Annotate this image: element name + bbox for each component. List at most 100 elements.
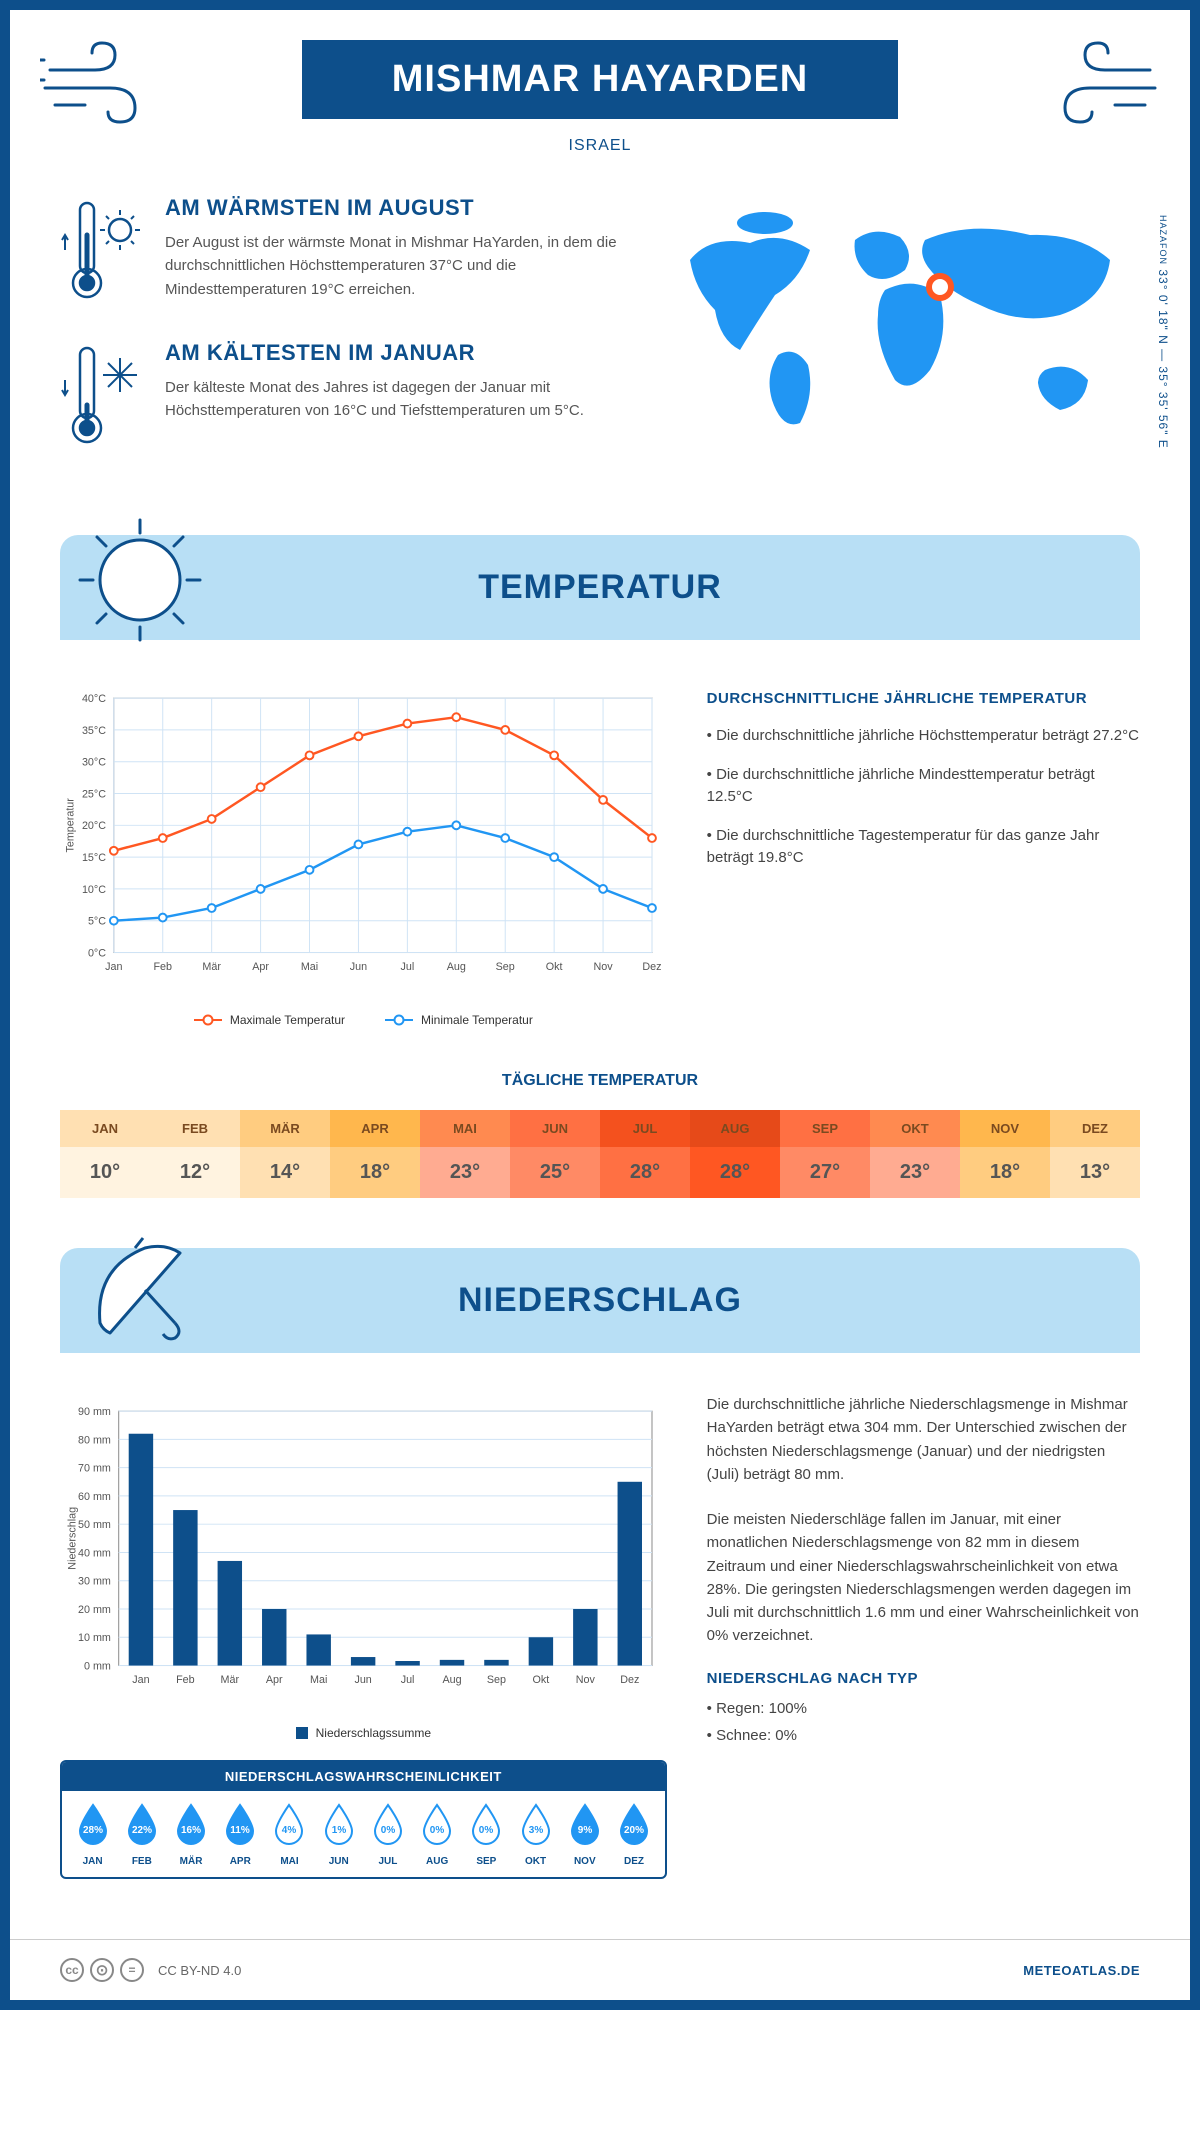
- daily-temp-value: 23°: [870, 1147, 960, 1198]
- nd-icon: =: [120, 1958, 144, 1982]
- license-text: CC BY-ND 4.0: [158, 1963, 241, 1978]
- precipitation-chart: 0 mm10 mm20 mm30 mm40 mm50 mm60 mm70 mm8…: [60, 1393, 667, 1713]
- coldest-title: AM KÄLTESTEN IM JANUAR: [165, 340, 620, 366]
- prob-cell: 0% JUL: [363, 1803, 412, 1867]
- svg-text:0%: 0%: [381, 1825, 396, 1836]
- daily-temp-value: 12°: [150, 1147, 240, 1198]
- prob-cell: 28% JAN: [68, 1803, 117, 1867]
- svg-text:9%: 9%: [578, 1825, 593, 1836]
- by-icon: ⊙: [90, 1958, 114, 1982]
- legend-precip-sum: Niederschlagssumme: [296, 1726, 431, 1740]
- brand-text: METEOATLAS.DE: [1023, 1963, 1140, 1978]
- svg-text:Jun: Jun: [350, 961, 367, 973]
- svg-text:22%: 22%: [132, 1825, 152, 1836]
- raindrop-icon: 4%: [272, 1803, 306, 1845]
- raindrop-icon: 0%: [420, 1803, 454, 1845]
- intro-text-column: AM WÄRMSTEN IM AUGUST Der August ist der…: [60, 195, 620, 485]
- svg-text:80 mm: 80 mm: [78, 1434, 111, 1446]
- daily-month-header: OKT: [870, 1110, 960, 1147]
- warmest-title: AM WÄRMSTEN IM AUGUST: [165, 195, 620, 221]
- svg-text:Mär: Mär: [202, 961, 221, 973]
- svg-text:Sep: Sep: [487, 1674, 506, 1686]
- svg-text:Sep: Sep: [496, 961, 515, 973]
- umbrella-icon: [75, 1228, 205, 1358]
- warmest-block: AM WÄRMSTEN IM AUGUST Der August ist der…: [60, 195, 620, 305]
- wind-icon-left: [40, 40, 150, 130]
- daily-month-header: JUN: [510, 1110, 600, 1147]
- svg-text:Jul: Jul: [401, 1674, 415, 1686]
- prob-cell: 11% APR: [216, 1803, 265, 1867]
- temperature-body: 0°C5°C10°C15°C20°C25°C30°C35°C40°CJanFeb…: [60, 640, 1140, 1047]
- svg-text:Temperatur: Temperatur: [65, 798, 77, 853]
- svg-text:1%: 1%: [331, 1825, 346, 1836]
- prob-month-label: JUN: [314, 1856, 363, 1867]
- daily-month-header: AUG: [690, 1110, 780, 1147]
- svg-text:90 mm: 90 mm: [78, 1406, 111, 1418]
- svg-text:Jan: Jan: [105, 961, 122, 973]
- legend-max-label: Maximale Temperatur: [230, 1013, 345, 1027]
- daily-month-header: DEZ: [1050, 1110, 1140, 1147]
- raindrop-icon: 16%: [174, 1803, 208, 1845]
- temperature-legend: Maximale Temperatur Minimale Temperatur: [60, 1013, 667, 1027]
- legend-min-label: Minimale Temperatur: [421, 1013, 533, 1027]
- svg-text:Mai: Mai: [310, 1674, 327, 1686]
- raindrop-icon: 9%: [568, 1803, 602, 1845]
- svg-text:28%: 28%: [83, 1825, 103, 1836]
- prob-month-label: JUL: [363, 1856, 412, 1867]
- precip-type-bullet: • Regen: 100%: [707, 1697, 1140, 1720]
- svg-text:Okt: Okt: [533, 1674, 550, 1686]
- daily-temp-value: 13°: [1050, 1147, 1140, 1198]
- svg-text:Mai: Mai: [301, 961, 318, 973]
- precip-text-2: Die meisten Niederschläge fallen im Janu…: [707, 1508, 1140, 1648]
- precipitation-section-header: NIEDERSCHLAG: [60, 1248, 1140, 1353]
- thermometer-cold-icon: [60, 340, 145, 450]
- world-map-block: HAZAFON 33° 0' 18" N — 35° 35' 56" E: [660, 195, 1140, 485]
- daily-month-header: SEP: [780, 1110, 870, 1147]
- svg-text:40 mm: 40 mm: [78, 1547, 111, 1559]
- svg-text:3%: 3%: [528, 1825, 543, 1836]
- prob-cell: 1% JUN: [314, 1803, 363, 1867]
- svg-text:16%: 16%: [181, 1825, 201, 1836]
- svg-text:40°C: 40°C: [82, 693, 106, 705]
- prob-month-label: JAN: [68, 1856, 117, 1867]
- daily-month-header: JUL: [600, 1110, 690, 1147]
- prob-month-label: AUG: [413, 1856, 462, 1867]
- prob-month-label: DEZ: [609, 1856, 658, 1867]
- svg-text:Apr: Apr: [252, 961, 269, 973]
- intro-section: AM WÄRMSTEN IM AUGUST Der August ist der…: [60, 195, 1140, 485]
- wind-icon-right: [1050, 40, 1160, 130]
- daily-temp-title: TÄGLICHE TEMPERATUR: [60, 1072, 1140, 1090]
- precipitation-title: NIEDERSCHLAG: [60, 1281, 1140, 1320]
- svg-text:5°C: 5°C: [88, 916, 106, 928]
- svg-text:Dez: Dez: [642, 961, 661, 973]
- coldest-text: Der kälteste Monat des Jahres ist dagege…: [165, 376, 620, 423]
- daily-temp-value: 27°: [780, 1147, 870, 1198]
- precip-type-bullet: • Schnee: 0%: [707, 1724, 1140, 1747]
- svg-text:25°C: 25°C: [82, 788, 106, 800]
- prob-cell: 9% NOV: [560, 1803, 609, 1867]
- temp-bullet: • Die durchschnittliche Tagestemperatur …: [707, 825, 1140, 870]
- raindrop-icon: 0%: [371, 1803, 405, 1845]
- prob-month-label: FEB: [117, 1856, 166, 1867]
- temperature-info: DURCHSCHNITTLICHE JÄHRLICHE TEMPERATUR •…: [707, 680, 1140, 1027]
- prob-cell: 0% SEP: [462, 1803, 511, 1867]
- svg-text:Okt: Okt: [546, 961, 563, 973]
- cc-icon: cc: [60, 1958, 84, 1982]
- svg-text:Aug: Aug: [447, 961, 466, 973]
- svg-text:10°C: 10°C: [82, 884, 106, 896]
- warmest-text: Der August ist der wärmste Monat in Mish…: [165, 231, 620, 301]
- temp-info-title: DURCHSCHNITTLICHE JÄHRLICHE TEMPERATUR: [707, 690, 1140, 707]
- daily-temp-value: 14°: [240, 1147, 330, 1198]
- temperature-section-header: TEMPERATUR: [60, 535, 1140, 640]
- svg-text:20°C: 20°C: [82, 820, 106, 832]
- svg-text:30°C: 30°C: [82, 757, 106, 769]
- prob-month-label: MAI: [265, 1856, 314, 1867]
- temp-bullet: • Die durchschnittliche jährliche Mindes…: [707, 764, 1140, 809]
- prob-month-label: OKT: [511, 1856, 560, 1867]
- svg-text:4%: 4%: [282, 1825, 297, 1836]
- legend-min-temp: Minimale Temperatur: [385, 1013, 533, 1027]
- svg-text:11%: 11%: [231, 1825, 251, 1836]
- daily-temp-value: 10°: [60, 1147, 150, 1198]
- svg-text:Dez: Dez: [620, 1674, 639, 1686]
- sun-icon: [75, 515, 205, 645]
